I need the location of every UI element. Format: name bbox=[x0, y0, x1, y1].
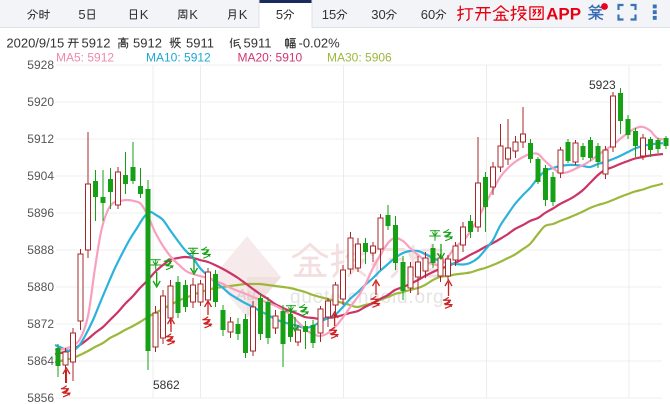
svg-text:5864: 5864 bbox=[27, 354, 54, 368]
svg-text:30: 30 bbox=[371, 7, 385, 22]
svg-text:5911: 5911 bbox=[186, 36, 214, 51]
svg-text:MA10: 5912: MA10: 5912 bbox=[146, 51, 211, 65]
svg-text:5: 5 bbox=[78, 7, 85, 22]
svg-text:2020/9/15: 2020/9/15 bbox=[6, 36, 64, 51]
svg-text:MA5: 5912: MA5: 5912 bbox=[56, 51, 114, 65]
svg-text:5923: 5923 bbox=[589, 78, 616, 92]
svg-text:APP: APP bbox=[546, 4, 581, 23]
svg-text:-0.02%: -0.02% bbox=[299, 36, 341, 51]
svg-text:5872: 5872 bbox=[27, 317, 54, 331]
svg-text:5: 5 bbox=[276, 7, 283, 22]
svg-text:60: 60 bbox=[421, 7, 435, 22]
svg-text:5912: 5912 bbox=[27, 132, 54, 146]
svg-text:MA30: 5906: MA30: 5906 bbox=[327, 51, 392, 65]
svg-text:5928: 5928 bbox=[27, 58, 54, 72]
svg-text:5856: 5856 bbox=[27, 391, 54, 404]
svg-text:5862: 5862 bbox=[153, 378, 180, 392]
svg-text:K: K bbox=[239, 7, 248, 22]
svg-text:5896: 5896 bbox=[27, 206, 54, 220]
svg-text:15: 15 bbox=[322, 7, 336, 22]
svg-text:5912: 5912 bbox=[82, 36, 111, 51]
svg-text:K: K bbox=[189, 7, 198, 22]
svg-text:5904: 5904 bbox=[27, 169, 54, 183]
svg-text:5920: 5920 bbox=[27, 95, 54, 109]
svg-text:5911: 5911 bbox=[244, 36, 272, 51]
svg-text:5912: 5912 bbox=[133, 36, 162, 51]
svg-text:5880: 5880 bbox=[27, 280, 54, 294]
svg-text:K: K bbox=[140, 7, 149, 22]
svg-text:5888: 5888 bbox=[27, 243, 54, 257]
svg-text:MA20: 5910: MA20: 5910 bbox=[238, 51, 303, 65]
